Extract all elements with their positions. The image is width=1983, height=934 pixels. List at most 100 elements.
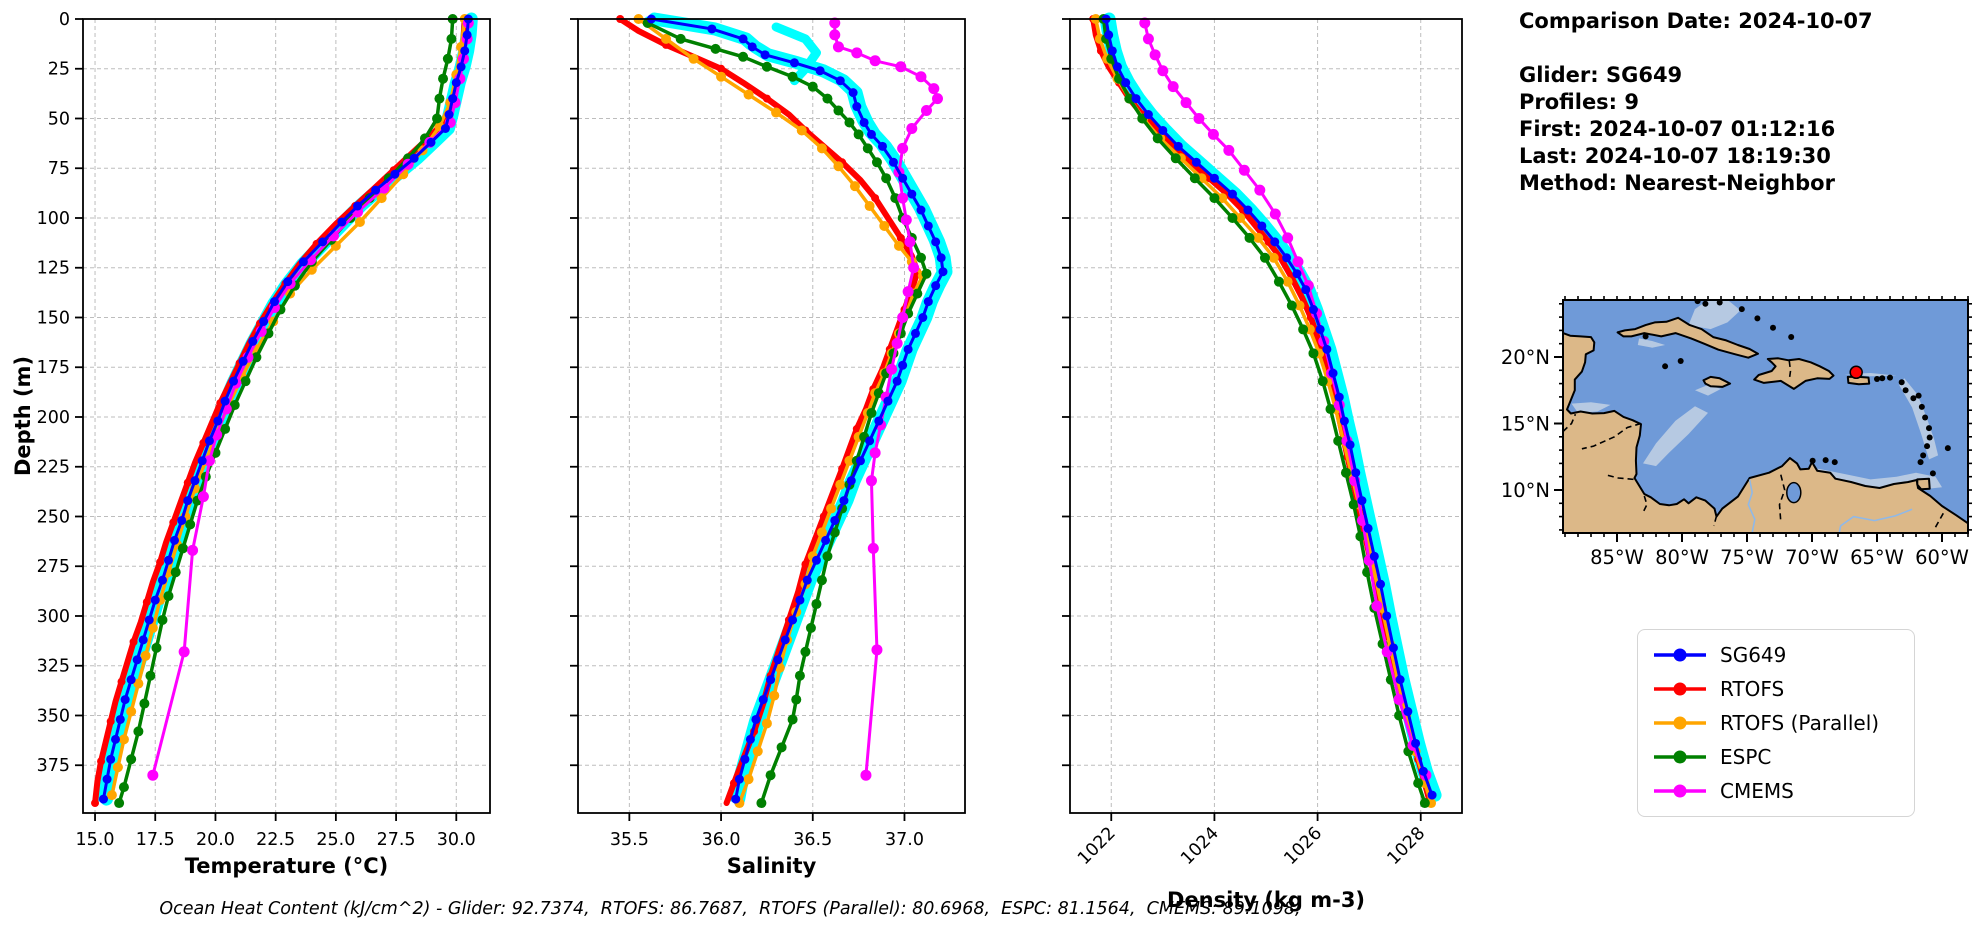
x-axis-label-density: Density (kg m-3): [1167, 888, 1365, 912]
panel-density: 1022 1024 1026 1028 Density (kg m-3): [1062, 12, 1463, 912]
x-tick-label: 1024: [1177, 823, 1223, 869]
series-rtofs-parallel: [1094, 17, 1433, 805]
map-lat-label: 20°N: [1501, 346, 1550, 369]
info-line: [1519, 35, 1873, 62]
series-rtofs: [92, 16, 468, 807]
series-rtofs-parallel: [110, 17, 467, 797]
map-lat-label: 10°N: [1501, 479, 1550, 502]
map-river: [1747, 479, 1756, 533]
map-landmass: [1753, 357, 1835, 390]
legend-line-sample: [1654, 784, 1706, 798]
y-axis-label: Depth (m): [11, 356, 35, 476]
y-tick-label: 100: [37, 209, 70, 229]
y-tick-label: 350: [37, 706, 70, 726]
map-lon-label: 85°W: [1590, 546, 1644, 569]
map-island: [1677, 357, 1684, 364]
map-island: [1738, 306, 1745, 313]
info-line: Glider: SG649: [1519, 63, 1683, 87]
map-river: [1838, 508, 1913, 533]
y-tick-label: 250: [37, 507, 70, 527]
legend-item-rtofs-parallel: RTOFS (Parallel): [1650, 706, 1902, 740]
series-espc: [117, 17, 455, 805]
map-island: [1879, 375, 1886, 382]
map-island: [1694, 300, 1701, 305]
y-tick-label: 325: [37, 657, 70, 677]
map-island: [1926, 434, 1933, 441]
map-landmass: [1563, 332, 1968, 533]
map-island: [1902, 387, 1909, 394]
x-axis-label-salinity: Salinity: [727, 854, 817, 878]
legend-line-sample: [1654, 648, 1706, 662]
legend-label: ESPC: [1720, 745, 1772, 769]
map-shallow-bank: [1571, 402, 1611, 413]
map-island: [1898, 379, 1905, 386]
legend-line-sample: [1654, 750, 1706, 764]
map-lat-label: 15°N: [1501, 413, 1550, 436]
x-tick-label: 15.0: [76, 830, 115, 850]
x-tick-label: 27.5: [377, 830, 416, 850]
info-line: Method: Nearest-Neighbor: [1519, 171, 1835, 195]
info-line: Profiles: 9: [1519, 90, 1640, 114]
info-panel: Comparison Date: 2024-10-07 Glider: SG64…: [1519, 8, 1873, 197]
map-border: [1788, 360, 1792, 380]
map-island: [1887, 374, 1893, 381]
x-tick-label: 1028: [1384, 823, 1430, 869]
map-island: [1920, 452, 1927, 459]
y-tick-label: 375: [37, 756, 70, 776]
map-island: [1642, 333, 1649, 340]
map-island: [1662, 363, 1669, 370]
x-tick-label: 35.5: [610, 830, 649, 850]
map-border: [1563, 413, 1577, 433]
map-island: [1910, 395, 1917, 402]
info-line: Comparison Date: 2024-10-07: [1519, 9, 1873, 33]
map-island: [1770, 324, 1776, 331]
map-shallow-bank: [1637, 338, 1666, 348]
legend-item-rtofs: RTOFS: [1650, 672, 1902, 706]
series-cmems: [833, 21, 939, 777]
map-island: [1917, 459, 1924, 466]
x-tick-label: 36.5: [793, 830, 832, 850]
map-island: [1918, 403, 1925, 410]
map-island: [1926, 425, 1932, 432]
map-island: [1754, 315, 1761, 322]
x-tick-label: 37.0: [885, 830, 924, 850]
panel-salinity: 35.5 36.0 36.5 37.0 Salinity: [570, 12, 966, 878]
profile-plots: 15.0 17.5 20.0 22.5 25.0 27.5 30.0 0 25 50 75 100 12…: [11, 10, 1463, 912]
y-tick-label: 300: [37, 607, 70, 627]
legend-item-sg649: SG649: [1650, 638, 1902, 672]
series-cmems: [1143, 21, 1428, 777]
x-tick-label: 1026: [1280, 823, 1326, 869]
y-tick-label: 50: [48, 109, 70, 129]
map-island: [1831, 459, 1838, 466]
y-tick-label: 275: [37, 557, 70, 577]
y-tick-label: 0: [59, 10, 70, 30]
map-island: [1788, 334, 1795, 341]
map-landmass: [1702, 375, 1732, 388]
map-island: [1924, 443, 1931, 450]
map-border: [1778, 474, 1786, 522]
series-sg649-envelope: [99, 12, 478, 806]
map-caribbean: 85°W 80°W 75°W 70°W 65°W 60°W 20°N 15°N 10°N: [1501, 296, 1972, 569]
x-tick-label: 1022: [1074, 823, 1120, 869]
x-tick-label: 22.5: [256, 830, 295, 850]
x-tick-label: 30.0: [437, 830, 476, 850]
map-island: [1922, 414, 1929, 421]
map-lon-label: 65°W: [1850, 546, 1904, 569]
glider-location-marker: [1849, 365, 1863, 380]
map-landmass: [1916, 477, 1931, 491]
map-island: [1716, 300, 1723, 306]
panel-temperature: 15.0 17.5 20.0 22.5 25.0 27.5 30.0 0 25 50 75 100 12…: [11, 10, 491, 878]
y-tick-label: 200: [37, 408, 70, 428]
series-rtofs: [1090, 16, 1434, 807]
map-island: [1702, 300, 1709, 307]
y-tick-label: 175: [37, 358, 70, 378]
map-border: [1934, 512, 1944, 528]
series-espc: [1101, 17, 1427, 805]
y-tick-label: 25: [48, 60, 70, 80]
map-border: [1713, 515, 1718, 527]
legend-label: RTOFS: [1720, 677, 1785, 701]
x-tick-label: 20.0: [196, 830, 235, 850]
map-island: [1944, 445, 1951, 452]
legend-line-sample: [1654, 716, 1706, 730]
